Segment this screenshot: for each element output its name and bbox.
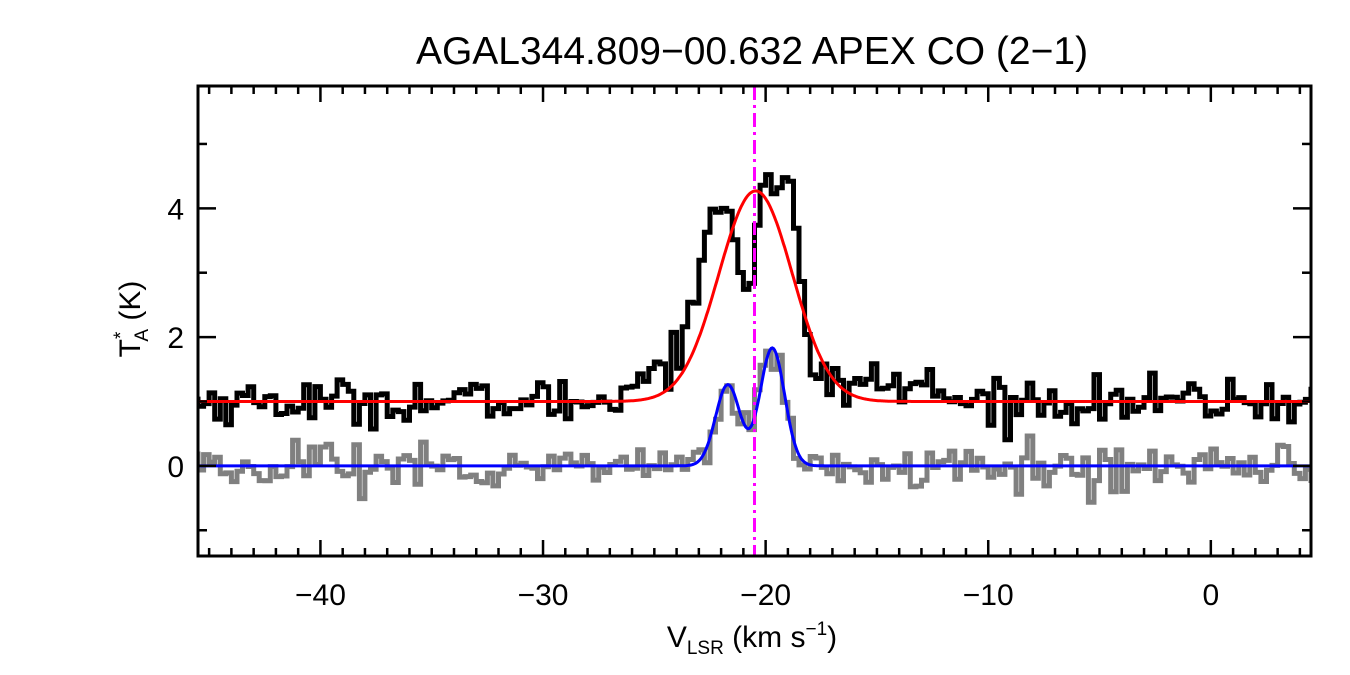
y-axis-label: T*A (K) bbox=[111, 281, 153, 358]
x-axis-label-sup: −1 bbox=[805, 619, 827, 640]
chart-title: AGAL344.809−00.632 APEX CO (2−1) bbox=[416, 30, 1088, 73]
data-layer bbox=[198, 86, 1311, 556]
axes-frame: −40 −30 −20 −10 0 0 2 4 bbox=[167, 84, 1313, 612]
y-tick-label: 0 bbox=[167, 451, 184, 484]
x-axis-label-rest: (km s bbox=[724, 621, 806, 654]
x-tick-label: −20 bbox=[740, 579, 791, 612]
y-tick-label: 4 bbox=[167, 193, 184, 226]
x-axis-label: VLSR (km s−1) bbox=[667, 619, 837, 659]
y-axis-label-sub: A bbox=[132, 329, 153, 342]
x-axis-label-main: V bbox=[667, 621, 687, 654]
x-tick-label: −30 bbox=[518, 579, 569, 612]
residual-spectrum-line bbox=[198, 348, 1311, 505]
y-axis-label-sup: * bbox=[111, 331, 132, 339]
y-tick-label: 2 bbox=[167, 322, 184, 355]
y-axis-label-main: T bbox=[114, 339, 147, 357]
text-layer: AGAL344.809−00.632 APEX CO (2−1) VLSR (k… bbox=[111, 30, 1088, 659]
y-axis-label-rest: (K) bbox=[114, 281, 147, 329]
x-axis-label-sub: LSR bbox=[687, 638, 724, 659]
x-tick-label: 0 bbox=[1202, 579, 1219, 612]
single-gaussian-fit-line bbox=[198, 189, 1311, 403]
x-axis-label-close: ) bbox=[827, 621, 837, 654]
plot-frame bbox=[196, 84, 1313, 558]
observed-spectrum-line bbox=[198, 172, 1311, 443]
x-tick-label: −10 bbox=[963, 579, 1014, 612]
x-tick-label: −40 bbox=[295, 579, 346, 612]
